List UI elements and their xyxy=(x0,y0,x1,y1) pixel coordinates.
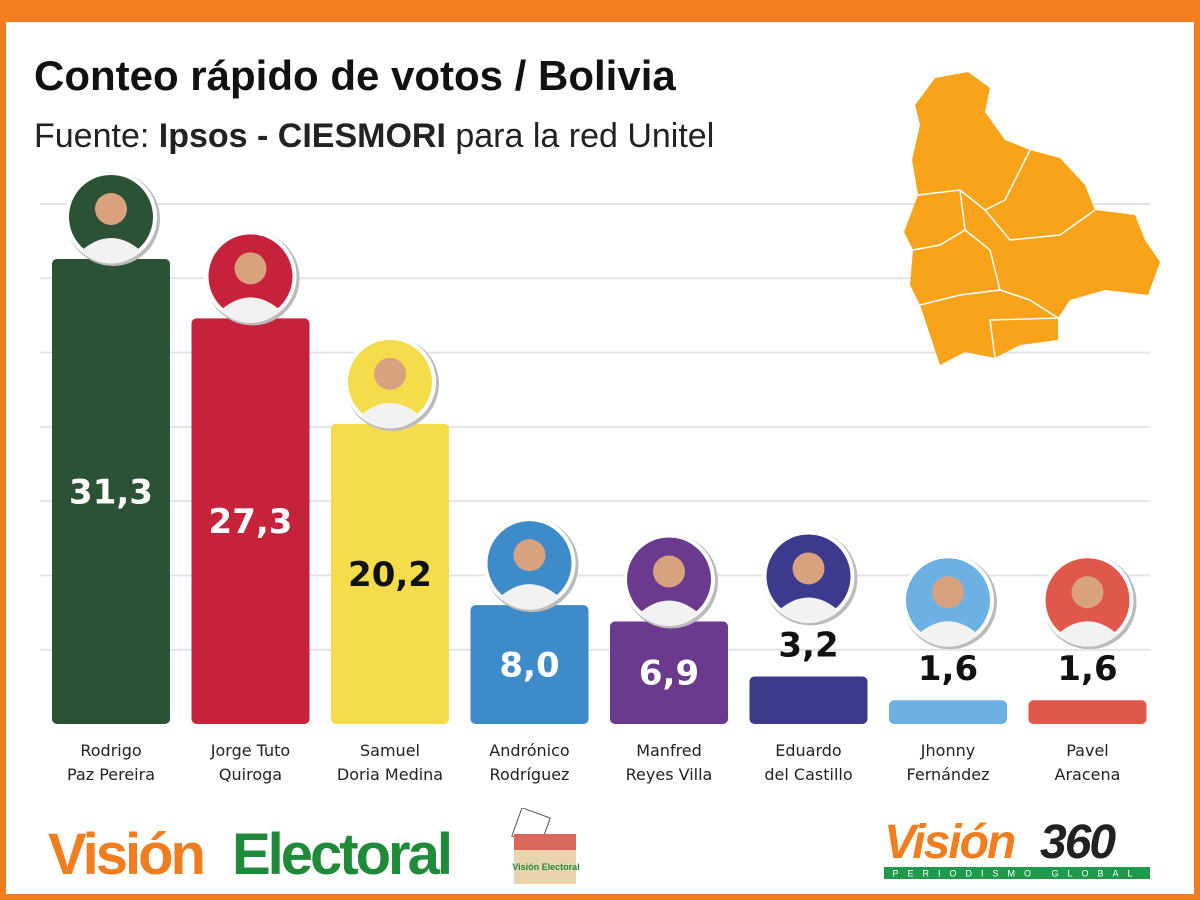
bar xyxy=(52,258,170,724)
bar xyxy=(1028,700,1147,724)
category-label: Manfred xyxy=(636,741,702,760)
bar xyxy=(191,318,310,724)
value-label: 27,3 xyxy=(209,502,293,542)
logo-word-vision: Visión xyxy=(48,822,203,887)
subtitle-suffix: para la red Unitel xyxy=(445,117,715,155)
candidate-avatar xyxy=(762,530,858,626)
candidate-avatar xyxy=(902,554,997,650)
category-label: Pavel xyxy=(1066,741,1109,760)
bar xyxy=(470,605,589,724)
category-label: Rodrigo xyxy=(80,741,141,760)
category-label: Jhonny xyxy=(920,741,975,760)
face-icon xyxy=(374,357,406,390)
shirt-icon xyxy=(639,600,699,627)
face-icon xyxy=(234,252,267,285)
category-label: Rodríguez xyxy=(490,765,570,784)
shirt-icon xyxy=(778,597,839,624)
logo-word-360: 360 xyxy=(1040,816,1116,869)
bar xyxy=(749,676,868,724)
category-label: del Castillo xyxy=(764,765,852,784)
face-icon xyxy=(1071,576,1104,609)
face-icon xyxy=(932,576,964,609)
value-label: 3,2 xyxy=(778,625,838,665)
candidate-avatar xyxy=(65,170,160,266)
shirt-icon xyxy=(220,297,281,324)
ballot-box-label: Visión Electoral xyxy=(512,862,579,872)
value-label: 31,3 xyxy=(69,472,153,512)
shirt-icon xyxy=(1057,621,1118,647)
category-label: Jorge Tuto xyxy=(210,741,290,760)
shirt-icon xyxy=(499,584,560,610)
candidate-avatar xyxy=(344,335,439,431)
face-icon xyxy=(513,539,546,572)
candidate-avatar xyxy=(483,517,579,613)
category-label: Quiroga xyxy=(219,765,282,784)
bar xyxy=(331,423,449,724)
value-label: 8,0 xyxy=(499,646,559,686)
candidate-avatar xyxy=(204,230,300,326)
face-icon xyxy=(653,555,685,588)
category-label: Fernández xyxy=(907,765,990,784)
bar xyxy=(610,621,728,724)
category-label: Andrónico xyxy=(489,741,569,760)
chart-subtitle: Fuente: Ipsos - CIESMORI para la red Uni… xyxy=(34,117,714,156)
shirt-icon xyxy=(81,237,141,264)
subtitle-prefix: Fuente: xyxy=(34,117,159,155)
map-department-borders xyxy=(912,149,1096,359)
vision-electoral-logo: Visión Electoral Visión Electoral xyxy=(46,807,586,888)
category-label: Reyes Villa xyxy=(626,765,713,784)
category-label: Aracena xyxy=(1055,765,1121,784)
category-label: Doria Medina xyxy=(337,765,443,784)
value-label: 20,2 xyxy=(348,555,432,595)
chart-title: Conteo rápido de votos / Bolivia xyxy=(34,52,676,99)
candidate-avatar xyxy=(1041,554,1137,650)
candidate-avatar xyxy=(623,533,718,629)
shirt-icon xyxy=(918,621,978,647)
value-label: 6,9 xyxy=(639,654,699,694)
face-icon xyxy=(95,192,127,225)
logo-word-vision: Visión xyxy=(884,816,1015,869)
category-label: Paz Pereira xyxy=(67,765,155,784)
value-label: 1,6 xyxy=(1057,649,1117,689)
bar xyxy=(889,700,1007,724)
bolivia-map xyxy=(904,72,1160,365)
category-label: Samuel xyxy=(360,741,420,760)
subtitle-source: Ipsos - CIESMORI xyxy=(158,117,446,155)
ballot-box-icon: Visión Electoral xyxy=(511,807,580,884)
logo-word-electoral: Electoral xyxy=(232,822,450,887)
vision360-logo: Visión 360 PERIODISMO GLOBAL xyxy=(880,812,1150,882)
category-label: Eduardo xyxy=(775,741,841,760)
shirt-icon xyxy=(360,402,420,429)
value-label: 1,6 xyxy=(918,649,978,689)
logo-tagline: PERIODISMO GLOBAL xyxy=(892,869,1141,879)
face-icon xyxy=(792,552,825,585)
